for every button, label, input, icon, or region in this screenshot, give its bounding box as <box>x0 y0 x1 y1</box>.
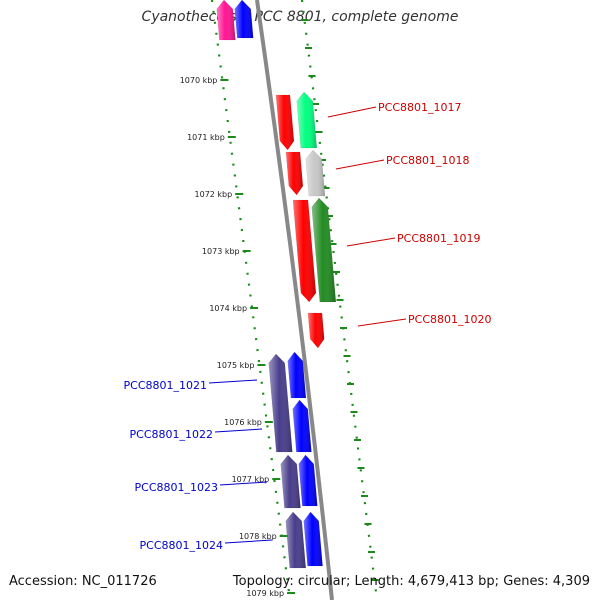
gene-slate-1-shade <box>268 354 293 452</box>
gene-label-leader <box>335 159 385 170</box>
genes-text: Genes: 4,309 <box>503 574 590 589</box>
tick-labels: 1070 kbp 1071 kbp 1072 kbp 1073 kbp 1074 kbp… <box>180 76 296 598</box>
gene-red-4-shade <box>308 313 325 348</box>
gene-light-gray-shade <box>305 150 325 196</box>
gene-label-leader <box>224 539 273 544</box>
backbone-line <box>255 0 334 600</box>
gene-label-leader <box>214 428 263 433</box>
gene-red-2-shade <box>286 152 303 195</box>
topology-text: Topology: circular; <box>232 574 351 589</box>
tick-label: 1070 kbp <box>180 76 218 85</box>
gene-label: PCC8801_1018 <box>386 154 469 167</box>
gene-label: PCC8801_1024 <box>140 539 223 552</box>
gene-label-leader <box>208 379 258 384</box>
inner-ruler-line <box>210 0 292 600</box>
gene-features <box>216 0 337 569</box>
gene-label: PCC8801_1017 <box>378 101 461 114</box>
tick-label: 1072 kbp <box>195 190 233 199</box>
tick-label: 1074 kbp <box>209 304 247 313</box>
gene-label-leader <box>327 106 377 118</box>
accession-text: Accession: NC_011726 <box>9 574 157 589</box>
gene-green-shade <box>311 198 336 302</box>
gene-label: PCC8801_1021 <box>124 379 207 392</box>
gene-spring-green-shade <box>296 92 317 148</box>
gene-slate-2-shade <box>280 455 301 508</box>
gene-red-1-shade <box>276 95 294 150</box>
gene-label: PCC8801_1022 <box>130 428 213 441</box>
gene-label-leader <box>357 318 407 327</box>
gene-label: PCC8801_1023 <box>135 481 218 494</box>
gene-blue-2-shade <box>292 400 312 452</box>
length-text: Length: 4,679,413 bp; <box>354 574 500 589</box>
genome-stats: Topology: circular; Length: 4,679,413 bp… <box>233 574 590 589</box>
ruler <box>210 0 379 600</box>
gene-blue-1-shade <box>287 352 306 398</box>
tick-label: 1075 kbp <box>217 361 255 370</box>
gene-label: PCC8801_1019 <box>397 232 480 245</box>
gene-labels: PCC8801_1017 PCC8801_1018 PCC8801_1019 PCC8… <box>124 101 492 552</box>
tick-label: 1079 kbp <box>246 589 284 598</box>
gene-label-leader <box>219 481 268 486</box>
gene-partial-blue-shade <box>234 0 254 38</box>
gene-label-leader <box>346 237 396 247</box>
tick-label: 1077 kbp <box>232 475 270 484</box>
tick-label: 1078 kbp <box>239 532 277 541</box>
gene-blue-3-shade <box>298 455 318 506</box>
gene-label: PCC8801_1020 <box>408 313 491 326</box>
outer-ruler-line <box>300 0 379 600</box>
gene-red-3-shade <box>293 200 316 302</box>
gene-blue-4-shade <box>303 512 323 566</box>
tick-label: 1076 kbp <box>224 418 262 427</box>
gene-slate-3-shade <box>285 512 306 568</box>
gene-partial-magenta-shade <box>216 0 236 40</box>
tick-label: 1073 kbp <box>202 247 240 256</box>
tick-label: 1071 kbp <box>187 133 225 142</box>
backbone-axis <box>255 0 334 600</box>
